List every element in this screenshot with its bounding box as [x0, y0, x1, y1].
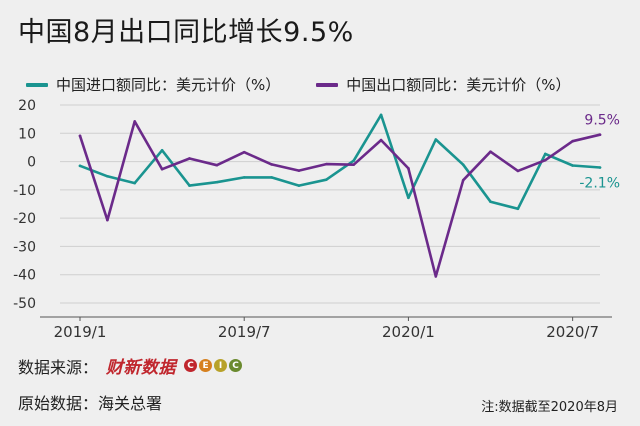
data-point-import: [543, 152, 547, 156]
page-title: 中国8月出口同比增长9.5%: [18, 17, 354, 48]
source-label: 数据来源：: [18, 357, 99, 377]
data-point-import: [434, 138, 438, 141]
y-tick-label: 0: [27, 155, 36, 171]
data-point-import: [106, 174, 109, 178]
data-point-export: [270, 163, 273, 166]
ceic-letter-e: E: [199, 359, 213, 372]
legend-swatch-import: [26, 82, 48, 87]
data-point-import: [270, 176, 273, 179]
data-point-export: [242, 150, 246, 154]
data-point-export: [133, 120, 137, 123]
data-point-export: [407, 167, 410, 170]
data-point-import: [516, 207, 520, 211]
data-point-import: [407, 196, 410, 200]
data-point-export: [325, 162, 328, 166]
data-point-import: [242, 176, 246, 179]
y-tick-label: -10: [13, 183, 36, 199]
end-label-import: -2.1%: [579, 176, 620, 192]
data-source: 数据来源： 财新数据 C E I C: [18, 353, 243, 378]
data-point-export: [297, 169, 301, 172]
y-tick-label: 10: [18, 126, 36, 142]
data-point-import: [133, 181, 137, 185]
data-point-import: [78, 164, 82, 168]
data-point-export: [379, 138, 383, 142]
data-point-import: [461, 163, 465, 166]
caixin-data-logo: 财新数据: [106, 358, 177, 378]
legend-item-export: 中国出口额同比：美元计价（%）: [316, 74, 571, 95]
legend-label-import: 中国进口额同比：美元计价（%）: [56, 76, 281, 94]
data-point-export: [543, 158, 547, 162]
ceic-letter-c2: C: [229, 359, 243, 372]
data-point-import: [379, 113, 383, 117]
data-point-import: [160, 148, 164, 152]
data-point-export: [598, 133, 602, 136]
data-point-export: [516, 169, 520, 173]
data-point-export: [434, 275, 438, 278]
x-tick-label: 2019/7: [218, 323, 271, 341]
ceic-logo: C E I C: [184, 359, 243, 372]
x-tick-label: 2019/1: [54, 323, 107, 341]
series-line-import: [78, 113, 602, 211]
data-point-import: [598, 166, 602, 169]
legend-swatch-export: [316, 82, 339, 87]
data-point-export: [160, 167, 164, 171]
y-tick-label: -40: [13, 268, 36, 284]
data-point-export: [106, 218, 109, 222]
y-tick-label: -30: [13, 239, 36, 255]
data-point-export: [461, 178, 465, 182]
chart-legend: 中国进口额同比：美元计价（%） 中国出口额同比：美元计价（%）: [26, 74, 571, 95]
data-point-export: [78, 134, 82, 138]
x-tick-label: 2020/7: [546, 323, 599, 341]
legend-item-import: 中国进口额同比：美元计价（%）: [26, 74, 280, 95]
y-tick-label: -50: [13, 296, 36, 312]
footnote: 注:数据截至2020年8月: [481, 400, 618, 415]
data-point-export: [489, 150, 492, 153]
ceic-letter-c: C: [184, 359, 198, 372]
data-point-export: [188, 157, 191, 160]
data-point-export: [215, 163, 219, 167]
data-point-import: [215, 180, 219, 184]
y-tick-label: 20: [18, 98, 36, 114]
ceic-letter-i: I: [214, 359, 228, 372]
data-point-import: [489, 200, 492, 204]
raw-data-source: 原始数据：海关总署: [18, 394, 163, 413]
end-label-export: 9.5%: [584, 113, 620, 129]
y-tick-label: -20: [13, 211, 36, 227]
series-line-export: [78, 120, 602, 278]
data-point-import: [571, 164, 574, 167]
data-point-import: [325, 178, 328, 181]
data-point-import: [352, 159, 355, 163]
legend-label-export: 中国出口额同比：美元计价（%）: [346, 76, 571, 94]
data-point-import: [188, 184, 191, 187]
x-tick-label: 2020/1: [382, 323, 435, 341]
data-point-import: [297, 184, 301, 187]
data-point-export: [352, 163, 355, 166]
data-point-export: [571, 139, 574, 143]
